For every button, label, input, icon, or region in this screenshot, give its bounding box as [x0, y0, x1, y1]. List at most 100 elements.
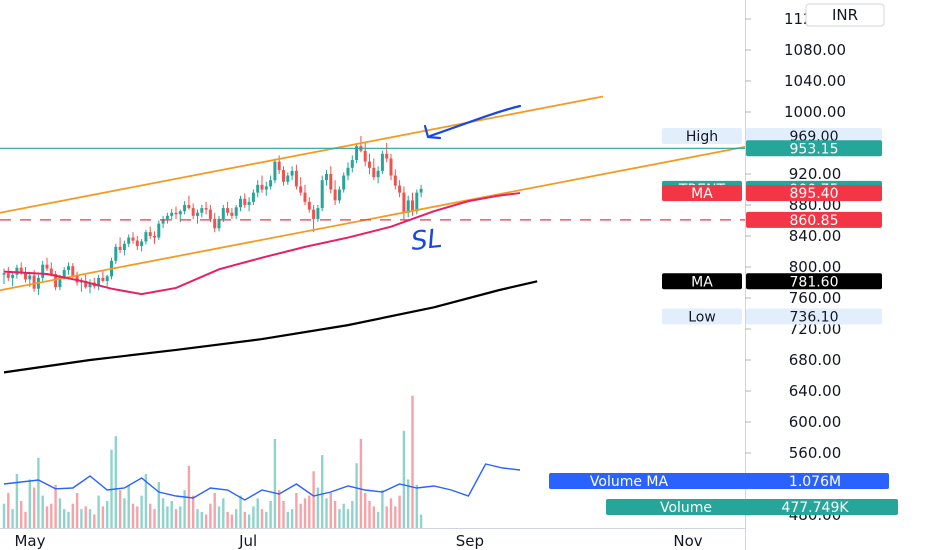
- volume-bar: [213, 492, 216, 528]
- volume-bar: [321, 455, 324, 528]
- volume-bar: [204, 514, 208, 528]
- volume-bar: [45, 506, 49, 528]
- volume-bar: [144, 474, 148, 528]
- volume-bar: [24, 511, 27, 528]
- volume-bar: [84, 506, 87, 528]
- volume-bar: [196, 509, 199, 528]
- volume-bar: [381, 490, 384, 528]
- candle: [363, 141, 367, 167]
- volume-bar: [260, 509, 264, 528]
- price-tag-value: 895.40: [790, 186, 839, 202]
- candle: [260, 175, 264, 193]
- candle: [208, 205, 212, 223]
- volume-bar: [282, 501, 285, 528]
- volume-bar: [351, 501, 354, 528]
- volume-bar: [308, 495, 311, 528]
- volume-bar: [15, 474, 19, 528]
- currency-text: INR: [832, 6, 858, 24]
- price-axis[interactable]: 1120.001080.001040.001000.00920.00880.00…: [745, 10, 846, 524]
- volume-bar: [265, 511, 268, 528]
- price-tag-label: MA: [691, 186, 713, 202]
- price-tag-level: 953.15: [746, 140, 882, 157]
- candle: [230, 208, 234, 219]
- candle: [174, 206, 178, 219]
- price-tags: 969.00High953.15900.75TRENT895.40MA860.8…: [549, 128, 898, 516]
- volume-bar: [80, 509, 83, 528]
- volume-bar: [407, 479, 410, 528]
- volume-bar: [346, 509, 350, 528]
- volume-bar: [295, 492, 298, 528]
- volume-bar: [252, 506, 255, 528]
- candle: [148, 226, 152, 240]
- candle: [303, 184, 307, 205]
- volume-bar: [123, 498, 126, 528]
- volume-bar: [63, 509, 66, 528]
- y-tick-label: 680.00: [789, 351, 842, 369]
- price-tag-label: High: [686, 129, 718, 145]
- volume-bar: [161, 498, 165, 528]
- volume-bar: [2, 503, 6, 528]
- volume-bar: [372, 506, 375, 528]
- volume-bar: [88, 509, 92, 528]
- volume-bar: [342, 503, 345, 528]
- candlesticks: [2, 136, 423, 295]
- volume-bar: [385, 506, 388, 528]
- y-tick-label: 640.00: [789, 382, 842, 400]
- candle: [346, 162, 350, 181]
- candle: [325, 170, 328, 186]
- volume-bar: [71, 503, 74, 528]
- y-tick-label: 1040.00: [784, 72, 846, 90]
- candle: [36, 274, 40, 295]
- candle: [170, 208, 174, 221]
- currency-label: INR: [805, 3, 885, 27]
- candle: [144, 229, 148, 245]
- candle: [153, 231, 156, 244]
- candle: [187, 195, 191, 210]
- price-tag-value: 736.10: [790, 310, 839, 326]
- volume-bar: [118, 490, 122, 528]
- time-axis[interactable]: May Jul Sep Nov: [0, 528, 745, 550]
- y-tick-label: 560.00: [789, 444, 842, 462]
- volume-bar: [37, 457, 40, 528]
- candle: [67, 262, 70, 275]
- volume-bar: [153, 509, 156, 528]
- volume-tag-label: Volume: [660, 500, 712, 516]
- candle: [105, 274, 109, 287]
- volume-bar: [140, 495, 143, 528]
- volume-bar: [209, 503, 212, 528]
- volume-bar: [338, 509, 341, 528]
- indicator-lines: [0, 95, 746, 374]
- volume-tag-value: 477.749K: [781, 500, 849, 516]
- candle: [342, 172, 346, 193]
- candle: [234, 205, 238, 219]
- volume-bar: [243, 511, 246, 528]
- volume-bar: [54, 484, 57, 528]
- candle: [368, 153, 371, 174]
- volume-bar: [368, 501, 371, 528]
- volume-bar: [394, 506, 397, 528]
- y-tick-label: 840.00: [789, 227, 842, 245]
- volume-bar: [376, 511, 380, 528]
- candle: [2, 268, 6, 285]
- volume-bar: [170, 501, 173, 528]
- candle: [183, 201, 187, 215]
- candle: [118, 237, 122, 254]
- annotation-sl-text: SL: [410, 224, 444, 257]
- candle: [41, 260, 45, 281]
- candle: [294, 164, 298, 190]
- candle: [221, 205, 225, 223]
- y-tick-label: 1080.00: [784, 41, 846, 59]
- y-tick-label: 760.00: [789, 289, 842, 307]
- candle: [204, 201, 208, 215]
- volume-bar: [97, 495, 100, 528]
- volume-bar: [419, 514, 423, 528]
- price-tag-sl: 860.85: [746, 211, 882, 229]
- price-tag-ma: 895.40 MA: [662, 185, 882, 202]
- volume-bar: [364, 492, 367, 528]
- volume-bar: [67, 511, 70, 528]
- x-tick-label: Nov: [673, 532, 702, 550]
- candle: [329, 166, 333, 194]
- y-tick-label: 600.00: [789, 413, 842, 431]
- candle: [337, 186, 341, 204]
